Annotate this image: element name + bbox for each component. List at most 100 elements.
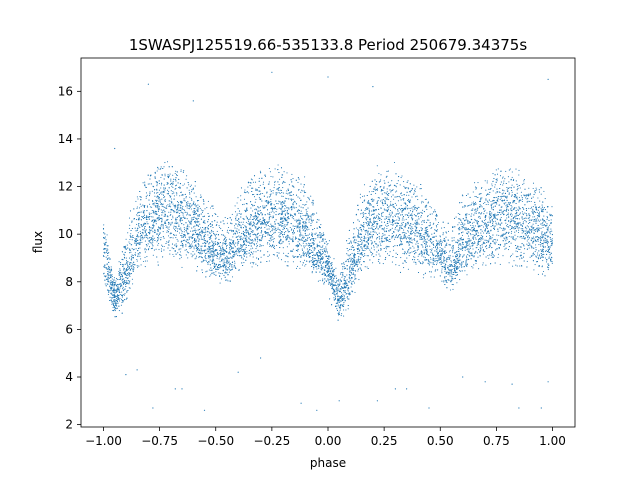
data-point: [215, 254, 217, 256]
data-point: [368, 200, 370, 202]
data-point: [417, 212, 419, 214]
data-point: [346, 258, 348, 260]
data-point: [345, 293, 347, 295]
data-point: [221, 248, 223, 250]
data-point: [522, 214, 524, 216]
data-point: [158, 183, 160, 185]
data-point: [291, 217, 293, 219]
data-point: [453, 263, 455, 265]
data-point: [238, 221, 240, 223]
data-point: [285, 192, 287, 194]
data-point: [193, 246, 195, 248]
data-point: [169, 237, 171, 239]
data-point: [366, 208, 368, 210]
data-point: [405, 223, 407, 225]
data-point: [376, 220, 378, 222]
data-point: [184, 200, 186, 202]
data-point: [362, 225, 364, 227]
data-point: [163, 188, 165, 190]
data-point: [343, 278, 345, 280]
data-point: [484, 209, 486, 211]
data-point: [256, 239, 258, 241]
data-point: [221, 258, 223, 260]
data-point: [511, 230, 513, 232]
data-point: [389, 205, 391, 207]
data-point: [464, 270, 466, 272]
data-point: [350, 240, 352, 242]
data-point: [532, 206, 534, 208]
data-point: [432, 223, 434, 225]
data-point: [523, 179, 525, 181]
data-point: [256, 190, 258, 192]
data-point: [500, 197, 502, 199]
data-point: [333, 285, 335, 287]
data-point: [124, 293, 126, 295]
data-point: [483, 213, 485, 215]
data-point: [136, 207, 138, 209]
data-point: [302, 235, 304, 237]
data-point: [538, 244, 540, 246]
data-point: [395, 191, 397, 193]
data-point: [539, 215, 541, 217]
data-point: [132, 235, 134, 237]
data-point: [306, 239, 308, 241]
data-point: [382, 199, 385, 201]
data-point: [396, 190, 398, 192]
data-point: [122, 293, 124, 296]
data-point: [368, 208, 370, 210]
data-point: [448, 279, 450, 281]
data-point: [524, 232, 527, 235]
data-point: [212, 272, 214, 274]
data-point: [466, 257, 468, 259]
data-point: [227, 280, 229, 282]
data-point: [516, 214, 518, 216]
data-point: [350, 264, 352, 266]
data-point: [488, 239, 490, 241]
data-point: [460, 264, 462, 266]
data-point: [508, 226, 510, 228]
data-point: [502, 255, 504, 257]
data-point: [452, 284, 454, 286]
data-point: [104, 267, 106, 269]
data-point: [488, 257, 490, 259]
data-point: [209, 275, 211, 277]
data-point: [245, 234, 247, 237]
data-point: [297, 181, 299, 183]
data-point: [364, 253, 366, 255]
data-point: [302, 242, 304, 244]
data-point: [281, 242, 283, 244]
data-point: [236, 228, 238, 230]
data-point: [266, 222, 269, 225]
data-point: [172, 190, 174, 193]
data-point: [509, 256, 512, 258]
data-point: [508, 246, 510, 248]
data-point: [264, 227, 266, 229]
data-point: [551, 230, 553, 232]
data-point: [251, 231, 253, 233]
data-point: [441, 260, 443, 262]
data-point: [460, 248, 462, 250]
data-point: [313, 213, 315, 215]
data-point: [532, 209, 534, 211]
data-point: [524, 217, 526, 219]
data-point: [115, 296, 117, 298]
data-point: [542, 243, 544, 245]
data-point: [424, 198, 426, 201]
data-point: [116, 298, 118, 300]
data-point: [506, 204, 509, 206]
data-point: [204, 253, 207, 255]
data-point: [246, 239, 248, 241]
data-point: [445, 279, 447, 281]
data-point: [306, 229, 308, 231]
data-point: [406, 236, 408, 238]
data-point: [305, 224, 307, 226]
data-point: [401, 219, 403, 221]
data-point: [305, 227, 307, 229]
data-point: [199, 223, 201, 225]
data-point: [434, 209, 436, 211]
data-point: [507, 202, 509, 204]
data-point: [459, 247, 461, 249]
data-point: [417, 213, 419, 215]
data-point: [186, 175, 188, 177]
data-point: [439, 262, 441, 264]
